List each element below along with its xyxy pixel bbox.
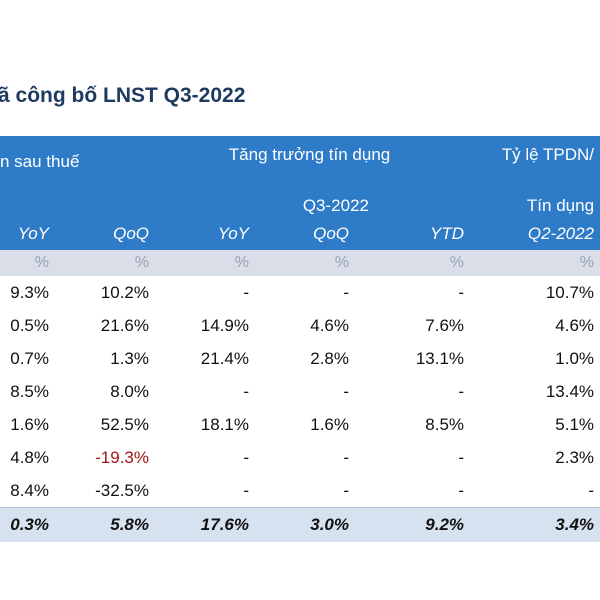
header-row-groups: n sau thuế Tăng trưởng tín dụng Tỷ lệ TP… <box>0 136 600 200</box>
cell-credit-qoq: 2.8% <box>310 348 349 368</box>
table-body: 9.3% 10.2% - - - 10.7% 0.5% 21.6% 14.9% … <box>0 276 600 508</box>
unit-cell: % <box>0 250 55 276</box>
credit-period-label: Q3-2022 <box>302 196 369 215</box>
cell-credit-qoq: 1.6% <box>310 414 349 434</box>
cell-credit-ytd: - <box>355 474 471 508</box>
cell-credit-ytd: 7.6% <box>425 315 465 335</box>
cell-profit-yoy: 0.7% <box>10 348 49 368</box>
cell-credit-yoy: - <box>243 282 249 302</box>
cell-ratio: 13.4% <box>545 381 595 401</box>
cell-profit-qoq: 52.5% <box>100 414 149 434</box>
cell-ratio: 10.7% <box>545 282 595 302</box>
cell-credit-qoq: - <box>343 381 349 401</box>
cell-profit-yoy: 9.3% <box>10 282 49 302</box>
unit-cell: % <box>355 250 471 276</box>
table-row: 8.4% -32.5% - - - - <box>0 474 600 508</box>
cell-profit-qoq: -32.5% <box>55 474 155 508</box>
cell-credit-qoq: - <box>343 447 349 467</box>
cell-ratio: 5.1% <box>555 414 595 434</box>
table-row: 9.3% 10.2% - - - 10.7% <box>0 276 600 309</box>
cell-credit-yoy: 18.1% <box>200 414 249 434</box>
total-credit-ytd: 9.2% <box>355 507 471 542</box>
table-title: ã công bố LNST Q3-2022 <box>0 84 246 107</box>
cell-ratio: 4.6% <box>555 315 595 335</box>
group-profit-header: n sau thuế <box>0 136 155 200</box>
col-header-ratio-q2: Tín dụng Q2-2022 <box>470 196 600 250</box>
col-header-profit-qoq: QoQ <box>55 200 155 250</box>
table-row: 1.6% 52.5% 18.1% 1.6% 8.5% 5.1% <box>0 408 600 441</box>
cell-credit-qoq: - <box>255 474 355 508</box>
cell-profit-yoy: 8.5% <box>10 381 49 401</box>
cell-credit-qoq: 4.6% <box>310 315 349 335</box>
col-header-credit-yoy: YoY <box>155 200 255 250</box>
cell-profit-yoy: 4.8% <box>10 447 49 467</box>
total-credit-yoy: 17.6% <box>155 507 255 542</box>
cell-ratio: 1.0% <box>555 348 595 368</box>
cell-profit-qoq: -19.3% <box>95 447 149 467</box>
cell-credit-ytd: 13.1% <box>415 348 465 368</box>
cell-profit-yoy: 8.4% <box>0 474 55 508</box>
cell-credit-yoy: - <box>243 381 249 401</box>
unit-cell: % <box>55 250 155 276</box>
table-row: 8.5% 8.0% - - - 13.4% <box>0 375 600 408</box>
cell-credit-yoy: - <box>243 447 249 467</box>
cell-credit-ytd: - <box>458 381 465 401</box>
table-row: 4.8% -19.3% - - - 2.3% <box>0 441 600 474</box>
table-row: 0.7% 1.3% 21.4% 2.8% 13.1% 1.0% <box>0 342 600 375</box>
cell-ratio: 2.3% <box>555 447 595 467</box>
cell-profit-qoq: 21.6% <box>100 315 149 335</box>
col-header-credit-qoq: Q3-2022 QoQ <box>255 196 369 250</box>
cell-ratio: - <box>470 474 600 508</box>
cell-credit-yoy: 14.9% <box>200 315 249 335</box>
table-row: 0.5% 21.6% 14.9% 4.6% 7.6% 4.6% <box>0 309 600 342</box>
col-header-credit-ytd: YTD <box>355 200 471 250</box>
cell-credit-yoy: 21.4% <box>200 348 249 368</box>
total-ratio: 3.4% <box>470 507 600 542</box>
cell-profit-qoq: 8.0% <box>110 381 149 401</box>
cell-profit-qoq: 1.3% <box>110 348 149 368</box>
total-credit-qoq: 3.0% <box>255 507 355 542</box>
units-row: % % % % % % <box>0 250 600 276</box>
header-row-columns: YoY QoQ YoY Q3-2022 QoQ YTD Tín dụng Q2-… <box>0 196 600 250</box>
total-profit-yoy: 0.3% <box>0 507 55 542</box>
profit-credit-table: n sau thuế Tăng trưởng tín dụng Tỷ lệ TP… <box>0 136 600 542</box>
unit-cell: % <box>470 250 600 276</box>
cell-credit-ytd: - <box>458 282 465 302</box>
cell-credit-yoy: - <box>155 474 255 508</box>
cell-profit-yoy: 1.6% <box>10 414 49 434</box>
cell-credit-ytd: - <box>458 447 465 467</box>
unit-cell: % <box>255 250 355 276</box>
col-header-profit-yoy: YoY <box>0 200 55 250</box>
cell-profit-yoy: 0.5% <box>10 315 49 335</box>
cell-profit-qoq: 10.2% <box>100 282 149 302</box>
total-profit-qoq: 5.8% <box>55 507 155 542</box>
group-credit-header: Tăng trưởng tín dụng <box>155 136 471 200</box>
group-ratio-header: Tỷ lệ TPDN/ <box>470 136 600 200</box>
unit-cell: % <box>155 250 255 276</box>
total-row: 0.3% 5.8% 17.6% 3.0% 9.2% 3.4% <box>0 507 600 542</box>
cell-credit-ytd: 8.5% <box>425 414 465 434</box>
cell-credit-qoq: - <box>343 282 349 302</box>
ratio-subtitle: Tín dụng <box>526 196 595 215</box>
